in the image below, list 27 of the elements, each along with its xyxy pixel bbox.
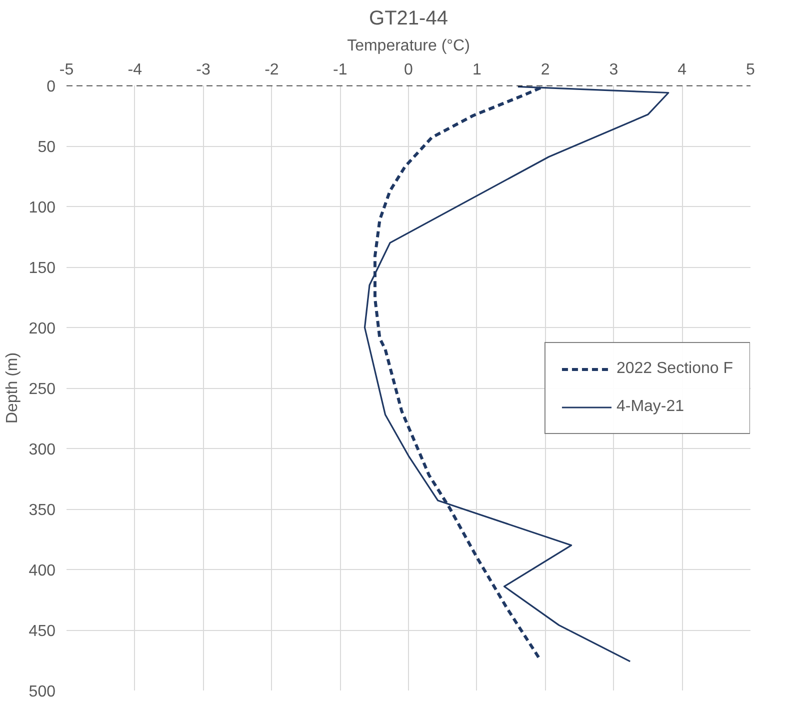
y-tick-label: 200 <box>28 320 56 338</box>
chart-title: GT21-44 <box>369 8 448 30</box>
x-tick-label: 3 <box>609 62 618 78</box>
x-tick-label: -1 <box>332 62 348 78</box>
y-axis-title: Depth (m) <box>4 352 21 424</box>
legend-label: 4-May-21 <box>616 398 684 416</box>
x-tick-label: 0 <box>404 62 414 78</box>
x-tick-label: -5 <box>59 62 74 78</box>
y-tick-label: 250 <box>28 381 56 398</box>
y-tick-label: 500 <box>28 684 56 700</box>
y-tick-label: 0 <box>46 78 56 96</box>
x-tick-label: 1 <box>472 62 482 78</box>
x-tick-label: -2 <box>264 62 279 78</box>
x-axis-title: Temperature (°C) <box>347 38 470 54</box>
x-tick-label: 5 <box>746 62 756 78</box>
x-tick-label: -4 <box>128 62 142 78</box>
legend-label: 2022 Sectiono F <box>616 360 733 378</box>
y-tick-label: 50 <box>38 139 56 156</box>
y-tick-label: 450 <box>28 623 56 640</box>
y-tick-label: 350 <box>28 502 56 519</box>
y-tick-label: 300 <box>28 442 56 458</box>
x-tick-label: 4 <box>678 62 687 78</box>
y-tick-label: 150 <box>28 260 56 277</box>
x-tick-label: 2 <box>540 62 550 78</box>
y-tick-label: 400 <box>28 562 56 580</box>
x-tick-label: -3 <box>196 62 211 78</box>
y-tick-label: 100 <box>28 200 56 216</box>
